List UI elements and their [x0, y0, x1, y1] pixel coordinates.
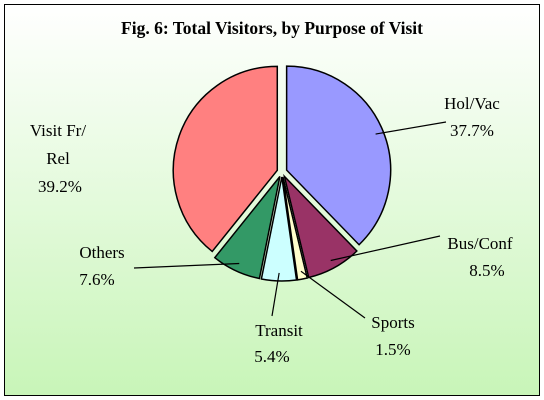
value-label: 7.6% — [79, 270, 114, 289]
leader-line — [133, 262, 240, 269]
pie-slice — [172, 65, 279, 253]
slice-label: Hol/Vac — [444, 94, 500, 113]
value-label: 5.4% — [254, 347, 289, 366]
pie-slice — [213, 176, 281, 280]
chart-title: Fig. 6: Total Visitors, by Purpose of Vi… — [121, 18, 423, 38]
value-label: 8.5% — [469, 261, 504, 280]
value-label: 39.2% — [38, 177, 82, 196]
slice-label: Others — [79, 243, 124, 262]
value-label: 1.5% — [375, 340, 410, 359]
pie-slice — [285, 65, 392, 246]
pie-slice — [282, 176, 309, 281]
leader-line — [330, 235, 441, 262]
leader-line — [375, 121, 447, 135]
value-label: 37.7% — [450, 121, 494, 140]
slice-label: Bus/Conf — [447, 234, 513, 253]
leader-line — [300, 270, 366, 319]
slice-label: Transit — [255, 321, 303, 340]
pie-slice — [260, 176, 298, 282]
slice-label: Sports — [371, 313, 414, 332]
leader-line — [271, 272, 280, 317]
slice-label: Visit Fr/Rel — [30, 121, 86, 168]
